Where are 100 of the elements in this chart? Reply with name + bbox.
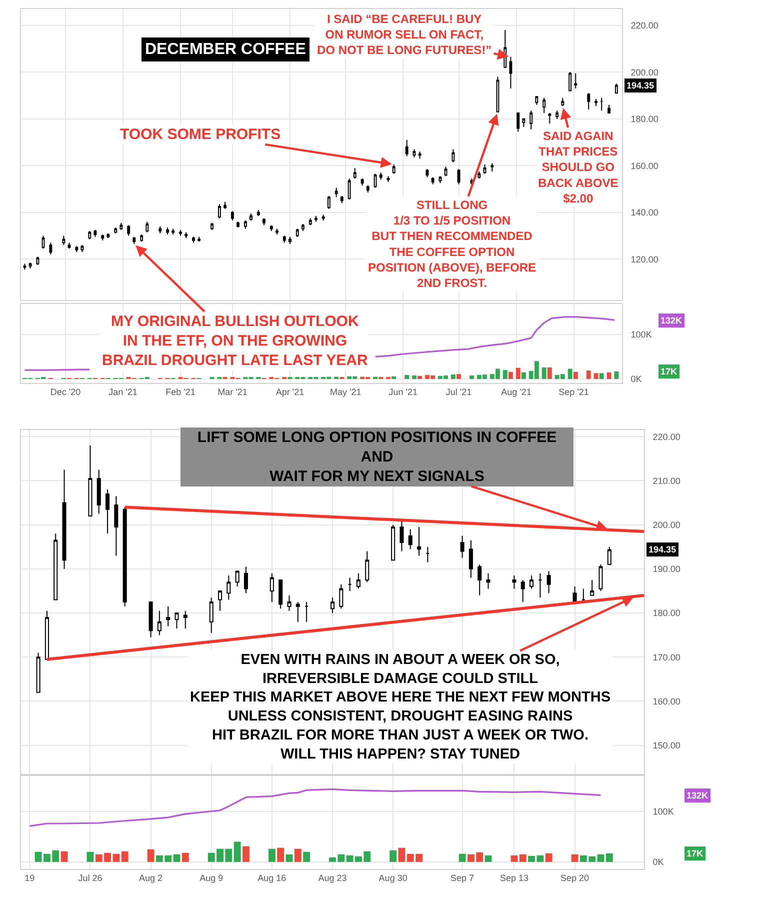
candlestick bbox=[386, 176, 390, 182]
annotation: LIFT SOME LONG OPTION POSITIONS IN COFFEE AND WAIT FOR MY NEXT SIGNALS bbox=[197, 429, 557, 485]
candlestick bbox=[192, 236, 195, 244]
y-tick-label: 220.00 bbox=[630, 20, 658, 31]
candlestick bbox=[339, 584, 344, 610]
candlestick bbox=[392, 164, 396, 174]
text: DECEMBER COFFEE bbox=[145, 41, 306, 58]
y-tick-label: 200.00 bbox=[630, 67, 658, 78]
candlestick bbox=[548, 112, 552, 124]
x-tick-label: Jun '21 bbox=[388, 386, 418, 397]
candlestick bbox=[114, 227, 118, 234]
candlestick bbox=[250, 213, 252, 222]
candlestick bbox=[106, 489, 110, 534]
bar bbox=[470, 375, 474, 379]
candlestick bbox=[75, 246, 78, 253]
candlestick bbox=[452, 148, 455, 163]
bar bbox=[303, 852, 310, 862]
candlestick bbox=[209, 597, 214, 634]
candlestick bbox=[114, 496, 118, 556]
candlestick bbox=[94, 229, 97, 238]
candlestick bbox=[408, 528, 412, 550]
bar bbox=[586, 370, 591, 379]
bar bbox=[456, 374, 461, 379]
candlestick bbox=[614, 83, 618, 94]
bar bbox=[404, 374, 410, 379]
candlestick bbox=[88, 444, 92, 516]
candlestick bbox=[172, 228, 175, 236]
candlestick bbox=[587, 92, 590, 110]
candlestick bbox=[301, 224, 304, 232]
candlestick bbox=[198, 236, 201, 242]
y-tick-label: 200.00 bbox=[652, 520, 680, 530]
candlestick bbox=[490, 162, 494, 172]
candlestick bbox=[146, 221, 149, 233]
bar bbox=[545, 853, 552, 862]
candlestick bbox=[270, 572, 274, 602]
candlestick bbox=[366, 184, 370, 193]
line-series bbox=[28, 788, 602, 827]
candlestick bbox=[256, 210, 260, 216]
candlestick bbox=[348, 577, 352, 592]
candlestick bbox=[444, 166, 448, 177]
x-tick-label: Sep 20 bbox=[560, 872, 590, 883]
candlestick bbox=[224, 201, 227, 210]
candlestick bbox=[561, 97, 564, 106]
candlestick bbox=[304, 602, 309, 622]
y-tick-label: 0K bbox=[652, 857, 664, 868]
x-tick-label: Aug 30 bbox=[378, 872, 408, 883]
candlestick bbox=[235, 570, 240, 588]
candlestick bbox=[542, 97, 546, 114]
annotation: I SAID “BE CAREFUL! BUY ON RUMOR SELL ON FACT, DO NOT BE LONG FUTURES!” bbox=[317, 12, 492, 58]
candlestick bbox=[556, 110, 559, 120]
candlestick bbox=[226, 575, 231, 600]
candlestick bbox=[594, 98, 598, 106]
candlestick bbox=[418, 151, 422, 160]
candlestick bbox=[374, 173, 377, 188]
candlestick bbox=[426, 168, 429, 178]
x-tick-label: Aug 16 bbox=[258, 872, 286, 883]
bar bbox=[521, 372, 526, 379]
candlestick bbox=[166, 227, 170, 236]
candlestick bbox=[322, 214, 325, 222]
x-tick-label: Jul 26 bbox=[78, 872, 102, 883]
candlestick bbox=[581, 588, 586, 602]
y-tick-label: 160.00 bbox=[630, 160, 658, 171]
bar bbox=[294, 848, 302, 862]
candlestick bbox=[44, 610, 49, 660]
x-tick-label: Sep 13 bbox=[500, 872, 528, 883]
candlestick bbox=[608, 104, 610, 114]
candlestick bbox=[353, 167, 356, 179]
candlestick bbox=[330, 597, 335, 614]
bar bbox=[60, 851, 68, 862]
bar bbox=[542, 367, 546, 379]
bar bbox=[418, 376, 422, 379]
candlestick bbox=[296, 228, 299, 238]
candlestick bbox=[288, 236, 292, 244]
candlestick bbox=[218, 204, 221, 219]
candlestick bbox=[157, 610, 162, 636]
bar bbox=[390, 850, 397, 862]
candlestick bbox=[600, 97, 604, 112]
x-tick-label: Aug 23 bbox=[318, 872, 347, 883]
x-tick-label: Dec '20 bbox=[50, 386, 81, 397]
annotation: SAID AGAIN THAT PRICES SHOULD GO BACK ABOVE $2.00 bbox=[538, 129, 618, 206]
candlestick bbox=[572, 586, 577, 602]
bar bbox=[510, 855, 518, 862]
bar bbox=[121, 851, 128, 862]
candlestick bbox=[348, 178, 351, 200]
candlestick bbox=[391, 524, 396, 561]
text: 132K bbox=[660, 316, 683, 326]
candlestick bbox=[36, 652, 40, 693]
candlestick bbox=[184, 232, 188, 239]
bar bbox=[412, 375, 416, 379]
bar bbox=[547, 367, 552, 379]
x-tick-label: Aug 9 bbox=[200, 872, 224, 883]
candlestick bbox=[49, 242, 52, 255]
bar bbox=[519, 854, 526, 862]
y-tick-label: 100K bbox=[652, 806, 674, 817]
candlestick bbox=[530, 110, 533, 130]
candlestick bbox=[88, 230, 92, 240]
candlestick bbox=[417, 526, 422, 556]
text: 194.35 bbox=[648, 544, 676, 554]
y-tick-label: 180.00 bbox=[630, 114, 658, 124]
bar bbox=[277, 848, 284, 862]
